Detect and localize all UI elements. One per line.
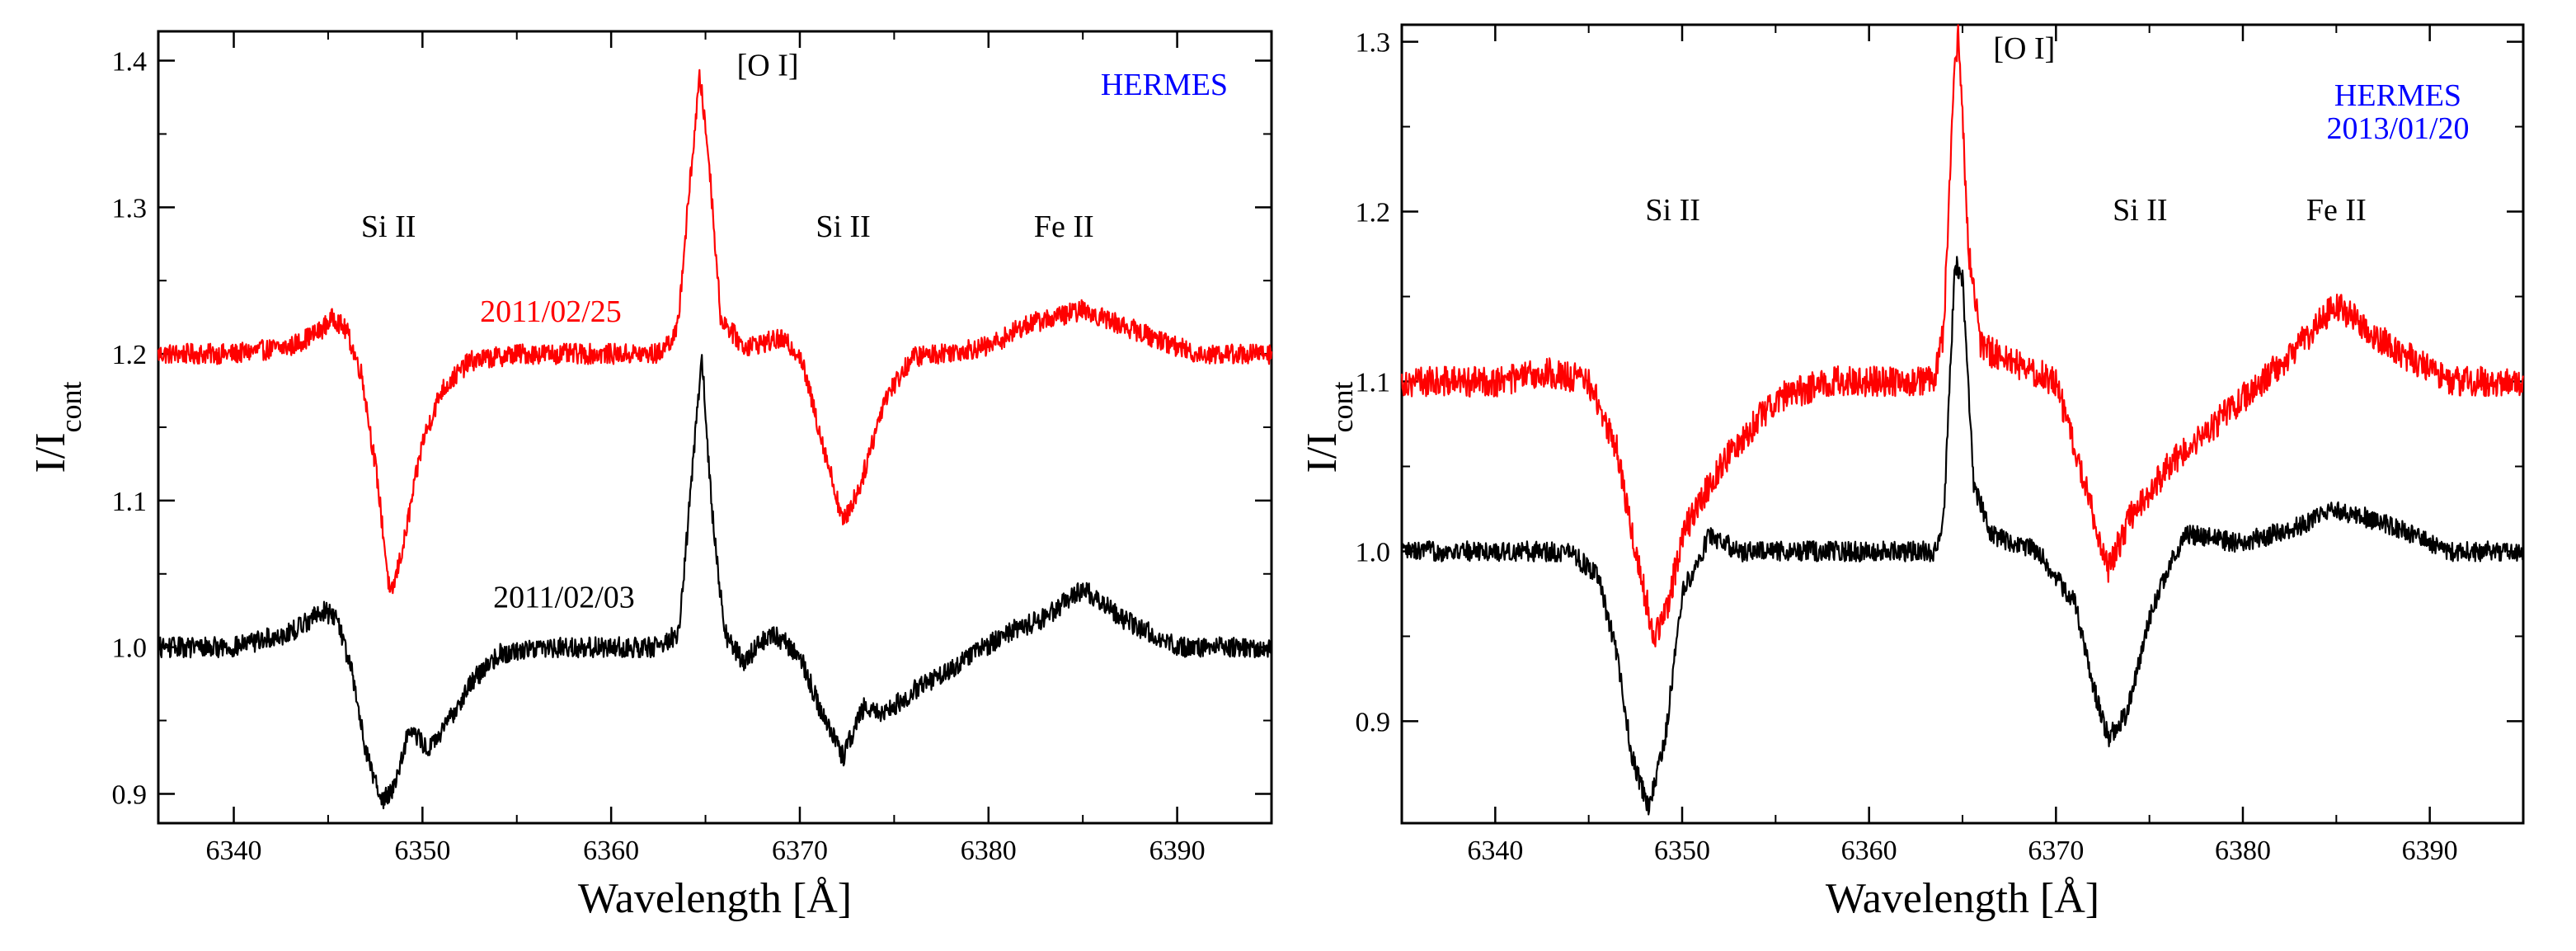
line-annotation: Fe II: [1034, 210, 1094, 244]
y-axis-title: I/Icont: [1299, 381, 1359, 473]
line-annotation: Si II: [361, 210, 416, 244]
x-tick-label: 6370: [2028, 836, 2084, 866]
instrument-label: HERMES: [2334, 78, 2461, 113]
y-tick-label: 1.3: [112, 193, 148, 224]
line-annotations: Si II [O I] Si II Fe II: [361, 48, 1094, 244]
x-tick-label: 6350: [394, 836, 450, 866]
y-tick-label: 1.2: [112, 340, 148, 370]
y-tick-label: 1.1: [1356, 368, 1391, 398]
y-tick-label: 1.3: [1356, 28, 1391, 59]
x-tick-label: 6380: [961, 836, 1017, 866]
y-tick-label: 1.2: [1356, 198, 1391, 228]
spectrum-line-red: [1400, 24, 2525, 647]
left-chart: 6340 6350 6360 6370 6380 6390 0.9 1.0 1.1 1.2 1.3…: [27, 30, 1273, 922]
x-axis-title: Wavelength [Å]: [1826, 875, 2099, 922]
y-tick-label: 0.9: [112, 779, 148, 810]
y-axis-ticks: 0.9 1.0 1.1 1.2 1.3 1.4: [112, 47, 1272, 810]
x-tick-label: 6390: [2402, 836, 2458, 866]
y-tick-label: 1.4: [112, 47, 148, 78]
x-tick-label: 6360: [1841, 836, 1897, 866]
instrument-label: HERMES: [1101, 68, 1228, 102]
spectrum-line-2011-02-03: [157, 354, 1273, 810]
line-annotations: Si II [O I] Si II Fe II: [1645, 31, 2366, 228]
spectrum-line-2011-02-25: [157, 68, 1273, 595]
x-tick-label: 6350: [1654, 836, 1710, 866]
plot-frame: [157, 30, 1273, 825]
line-annotation: Fe II: [2306, 193, 2367, 228]
right-chart: 6340 6350 6360 6370 6380 6390 0.9 1.0 1.1 1.2 1.3…: [1299, 23, 2525, 922]
x-axis-ticks: 6340 6350 6360 6370 6380 6390: [206, 31, 1272, 866]
y-axis-title-sub: cont: [54, 381, 87, 432]
x-tick-label: 6370: [772, 836, 828, 866]
line-annotation: [O I]: [737, 48, 799, 82]
x-axis-title: Wavelength [Å]: [578, 875, 852, 922]
line-annotation: [O I]: [1993, 31, 2055, 66]
y-tick-label: 1.0: [112, 633, 148, 664]
series-label-2011-02-25: 2011/02/25: [480, 294, 622, 329]
line-annotation: Si II: [1645, 193, 1700, 228]
y-axis-title-main: I/I: [27, 432, 74, 473]
x-tick-label: 6360: [583, 836, 639, 866]
series-label-2011-02-03: 2011/02/03: [493, 581, 635, 615]
series-group: [157, 68, 1273, 810]
x-axis-ticks: 6340 6350 6360 6370 6380 6390: [1401, 25, 2524, 866]
y-axis-title-sub: cont: [1326, 381, 1359, 432]
y-axis-ticks: 0.9 1.0 1.1 1.2 1.3: [1356, 28, 2523, 737]
x-tick-label: 6340: [1467, 836, 1523, 866]
y-tick-label: 1.1: [112, 487, 148, 517]
y-axis-title-main: I/I: [1299, 432, 1346, 473]
spectrum-line-black: [1401, 256, 2525, 816]
y-tick-label: 0.9: [1356, 707, 1391, 737]
line-annotation: Si II: [816, 210, 871, 244]
y-tick-label: 1.0: [1356, 537, 1391, 567]
x-tick-label: 6340: [206, 836, 262, 866]
observation-date-label: 2013/01/20: [2326, 111, 2469, 146]
x-tick-label: 6390: [1149, 836, 1206, 866]
line-annotation: Si II: [2113, 193, 2168, 228]
x-tick-label: 6380: [2215, 836, 2271, 866]
y-axis-title: I/Icont: [27, 381, 87, 473]
series-group: [1400, 24, 2525, 816]
